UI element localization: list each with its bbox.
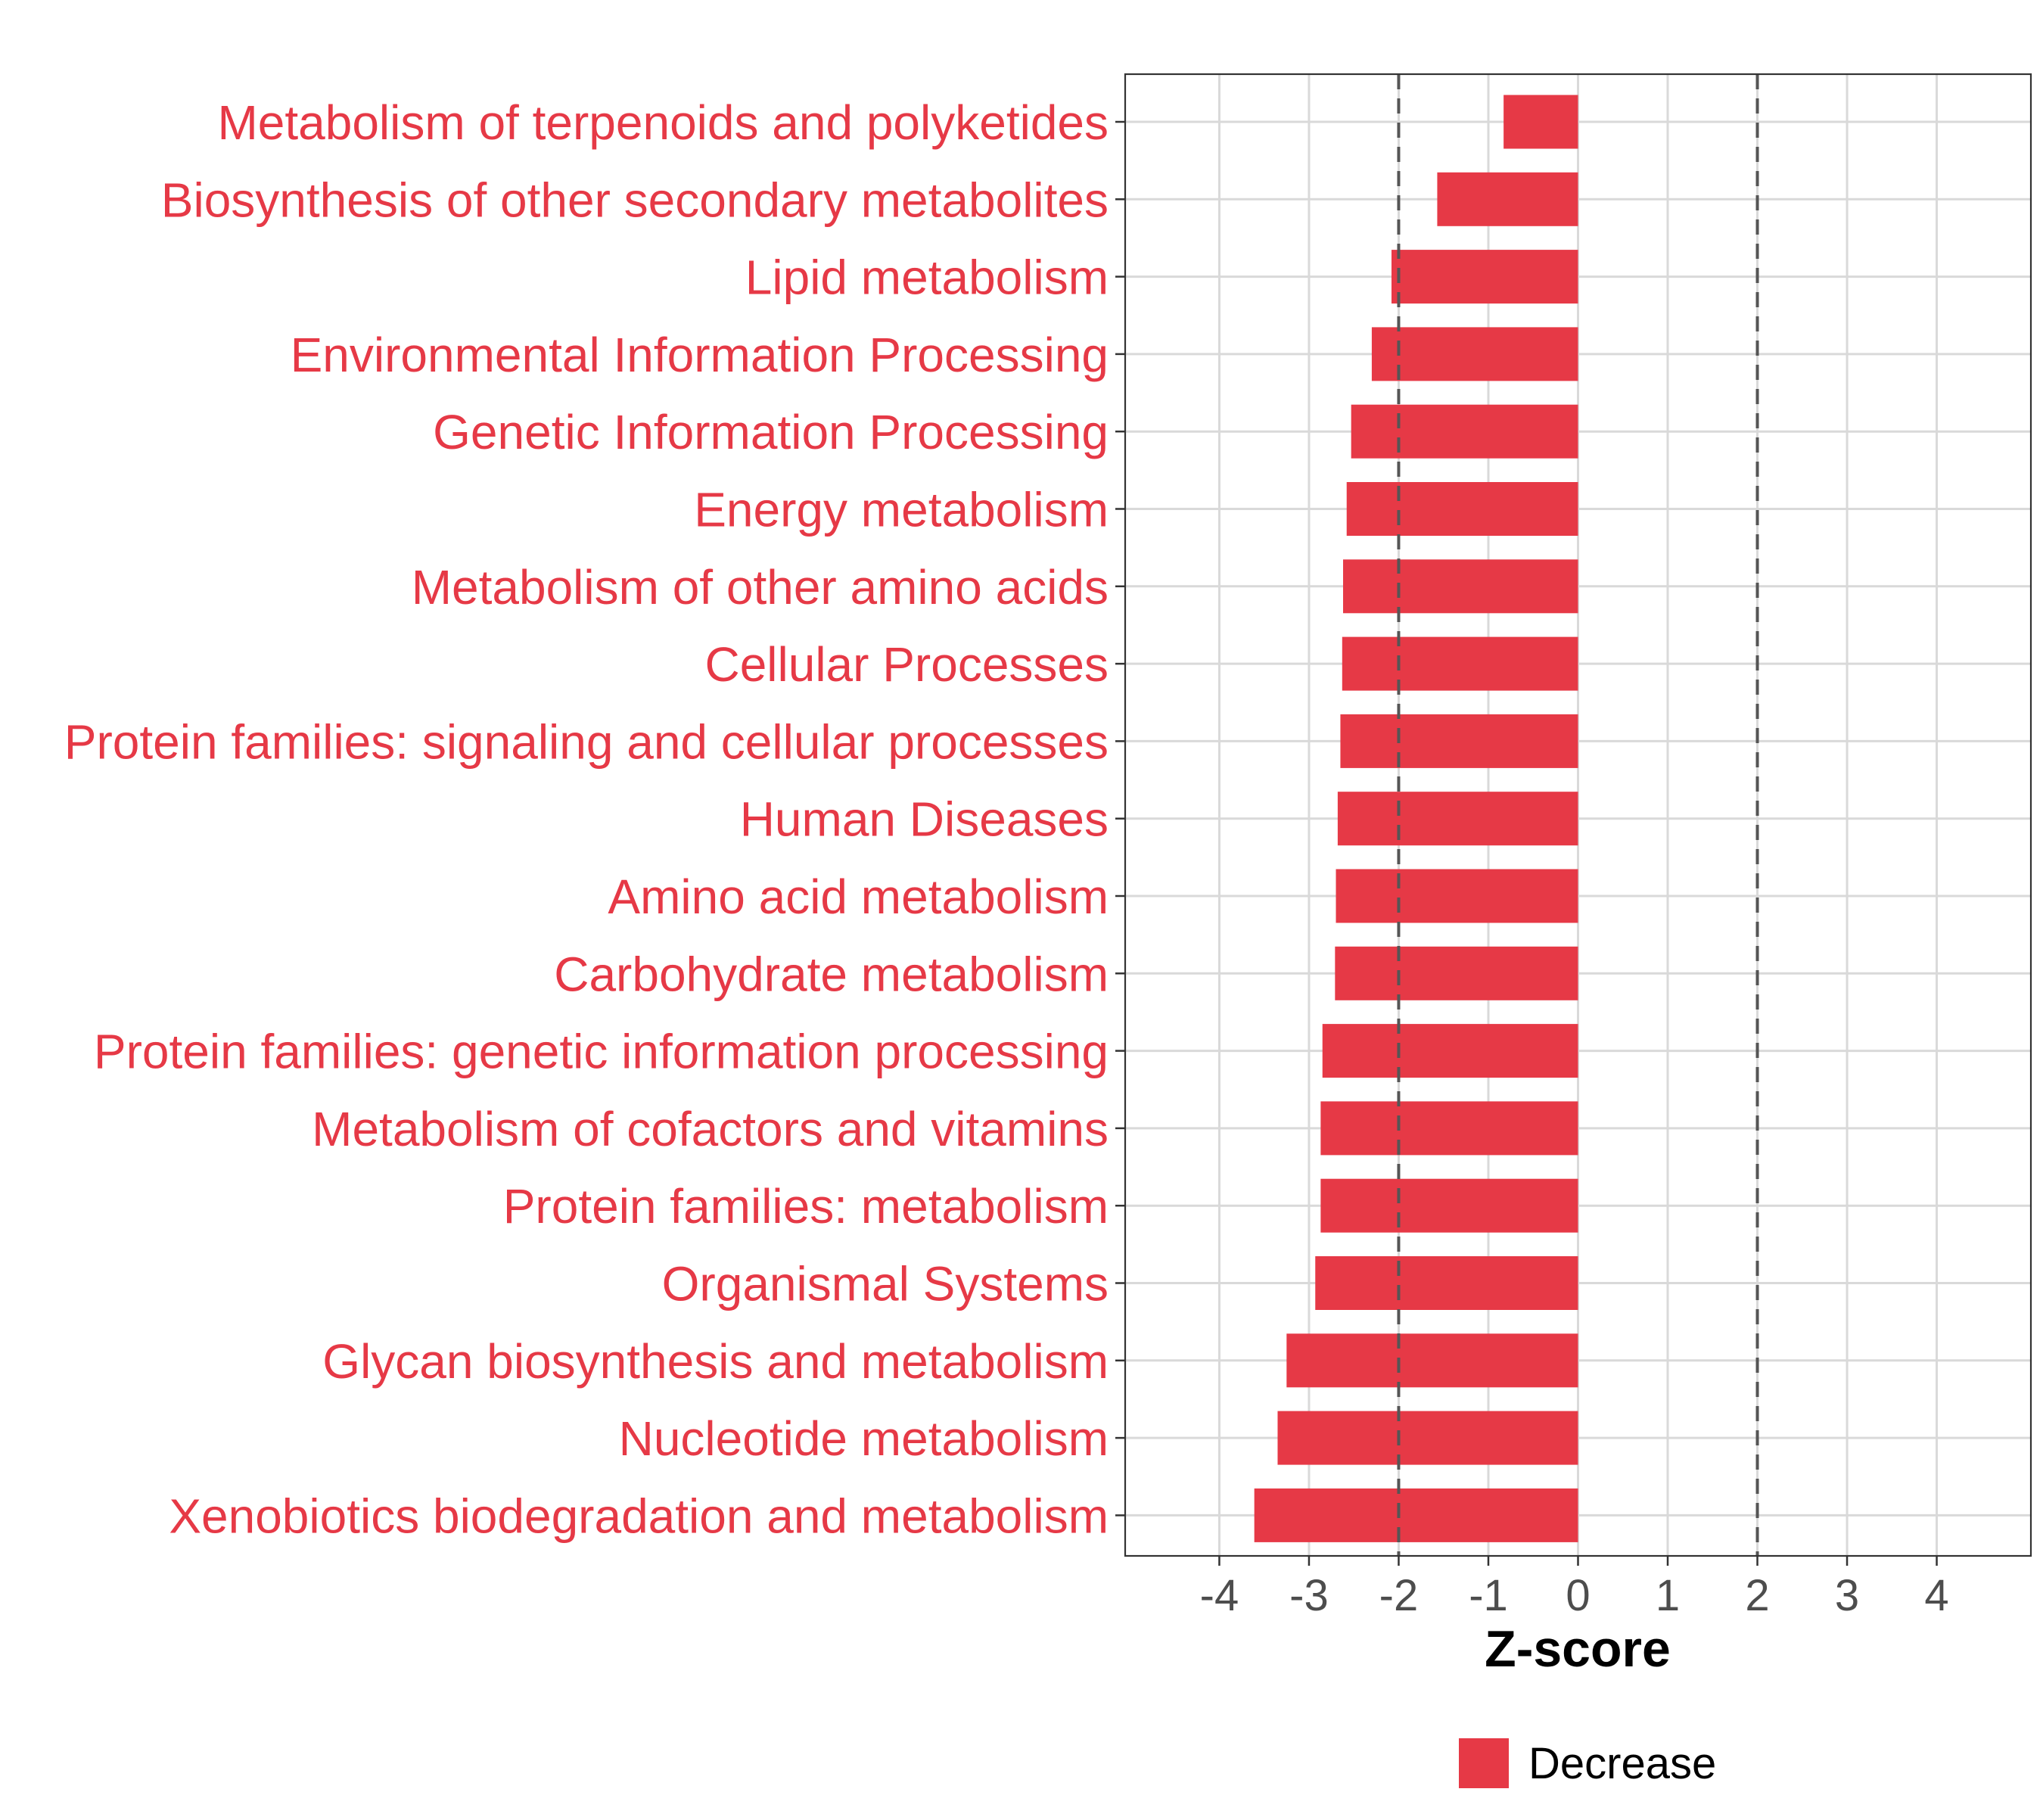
category-label: Protein families: metabolism — [503, 1179, 1109, 1234]
x-tick-label: 1 — [1656, 1571, 1680, 1620]
legend-swatch-decrease — [1459, 1738, 1509, 1788]
category-label: Xenobiotics biodegradation and metabolis… — [169, 1489, 1109, 1543]
bar — [1336, 869, 1578, 923]
bar — [1320, 1101, 1578, 1156]
x-axis-ticks: -4 -3 -2 -1 0 1 2 3 4 — [1200, 1556, 1949, 1620]
bar — [1286, 1333, 1578, 1388]
category-label: Energy metabolism — [694, 483, 1109, 537]
category-label: Organismal Systems — [662, 1257, 1109, 1311]
category-label: Lipid metabolism — [745, 250, 1109, 305]
category-label: Genetic Information Processing — [433, 405, 1109, 459]
category-label: Biosynthesis of other secondary metaboli… — [161, 173, 1109, 227]
bar — [1342, 559, 1578, 614]
bars — [1254, 95, 1578, 1542]
bar — [1391, 250, 1578, 304]
bar — [1277, 1411, 1578, 1465]
category-label: Cellular Processes — [704, 637, 1109, 692]
bar — [1322, 1024, 1578, 1078]
bar — [1351, 404, 1578, 459]
category-label: Metabolism of terpenoids and polyketides — [217, 95, 1109, 150]
x-tick-label: -1 — [1469, 1571, 1508, 1620]
x-tick-label: -4 — [1200, 1571, 1239, 1620]
x-axis-title: Z-score — [1485, 1620, 1671, 1678]
bar — [1371, 327, 1578, 381]
category-label: Environmental Information Processing — [291, 328, 1109, 382]
category-label: Human Diseases — [740, 792, 1109, 847]
category-label: Protein families: genetic information pr… — [94, 1025, 1109, 1079]
legend: Decrease — [1459, 1738, 1716, 1788]
category-label: Metabolism of other amino acids — [412, 560, 1109, 614]
x-tick-label: -2 — [1379, 1571, 1419, 1620]
category-label: Carbohydrate metabolism — [554, 947, 1109, 1001]
x-tick-label: 3 — [1835, 1571, 1859, 1620]
bar — [1437, 172, 1578, 226]
x-tick-label: 0 — [1566, 1571, 1590, 1620]
bar — [1320, 1178, 1578, 1233]
bar — [1340, 714, 1578, 768]
category-label: Metabolism of cofactors and vitamins — [312, 1102, 1109, 1156]
category-label: Protein families: signaling and cellular… — [64, 714, 1109, 769]
category-label: Glycan biosynthesis and metabolism — [322, 1334, 1109, 1389]
category-label: Amino acid metabolism — [608, 870, 1109, 924]
bar — [1342, 636, 1578, 691]
legend-label-decrease: Decrease — [1528, 1739, 1716, 1788]
x-tick-label: 4 — [1924, 1571, 1948, 1620]
reference-lines — [1397, 74, 1759, 1556]
category-label: Nucleotide metabolism — [619, 1411, 1109, 1466]
x-tick-label: -3 — [1289, 1571, 1329, 1620]
bar — [1254, 1488, 1578, 1542]
category-labels: Metabolism of terpenoids and polyketides… — [64, 95, 1125, 1543]
bar — [1503, 95, 1578, 149]
bar — [1346, 482, 1578, 536]
bar — [1315, 1256, 1578, 1310]
bar — [1337, 792, 1578, 846]
x-tick-label: 2 — [1745, 1571, 1769, 1620]
bar — [1335, 946, 1578, 1000]
